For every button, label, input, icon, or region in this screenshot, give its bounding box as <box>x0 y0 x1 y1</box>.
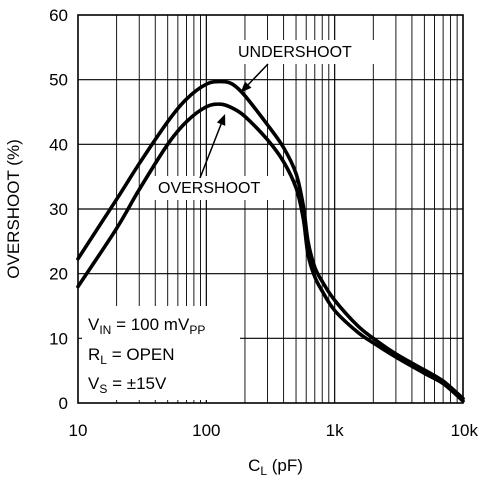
condition-symbol: V <box>88 374 100 393</box>
annotation-arrow-line <box>247 63 269 86</box>
y-tick-label: 0 <box>59 394 68 413</box>
plot-frame <box>77 14 464 404</box>
x-tick-label: 1k <box>326 421 344 440</box>
x-tick-label: 10k <box>451 421 479 440</box>
y-tick-label: 40 <box>49 135 68 154</box>
annotation-bg <box>153 176 287 200</box>
x-tick-labels: 10 100 1k 10k <box>69 421 479 440</box>
x-axis-label: CL (pF) <box>248 456 303 478</box>
condition-line: VS = ±15V <box>88 374 167 396</box>
condition-subscript: S <box>99 382 107 396</box>
annotation-arrowhead <box>240 81 252 93</box>
condition-symbol: V <box>88 315 100 334</box>
condition-value: = OPEN <box>107 345 175 364</box>
x-axis-label-main: C <box>248 456 260 475</box>
annotation-overshoot: OVERSHOOT <box>153 113 287 200</box>
annotation-arrow-line <box>199 123 222 179</box>
condition-symbol: R <box>88 345 100 364</box>
y-tick-label: 20 <box>49 265 68 284</box>
annotation-undershoot: UNDERSHOOT <box>233 40 381 93</box>
condition-unit-subscript: PP <box>189 323 205 337</box>
x-axis-label-rest: (pF) <box>267 456 303 475</box>
condition-value: = ±15V <box>107 374 167 393</box>
condition-line: RL = OPEN <box>88 345 175 367</box>
y-tick-label: 50 <box>49 71 68 90</box>
annotations: UNDERSHOOT OVERSHOOT <box>153 40 381 200</box>
condition-subscript: L <box>100 353 107 367</box>
y-axis-label: OVERSHOOT (%) <box>4 139 23 278</box>
x-axis-label-sub: L <box>260 464 267 478</box>
annotation-arrowhead <box>216 113 226 126</box>
condition-subscript: IN <box>99 323 111 337</box>
x-tick-label: 100 <box>192 421 220 440</box>
annotation-bg <box>233 40 381 64</box>
annotation-label: OVERSHOOT <box>158 180 260 197</box>
series-line-overshoot <box>76 102 465 403</box>
y-tick-label: 10 <box>49 329 68 348</box>
y-tick-labels: 0 10 20 30 40 50 60 <box>49 6 68 413</box>
condition-line: VIN = 100 mVPP <box>88 315 205 337</box>
series-group <box>76 79 465 403</box>
annotation-label: UNDERSHOOT <box>238 44 352 61</box>
series-line-undershoot <box>76 79 465 401</box>
y-tick-label: 30 <box>49 200 68 219</box>
y-tick-label: 60 <box>49 6 68 25</box>
condition-value: = 100 mV <box>111 315 190 334</box>
conditions-bg <box>82 306 240 400</box>
grid <box>78 15 463 403</box>
x-tick-label: 10 <box>69 421 88 440</box>
